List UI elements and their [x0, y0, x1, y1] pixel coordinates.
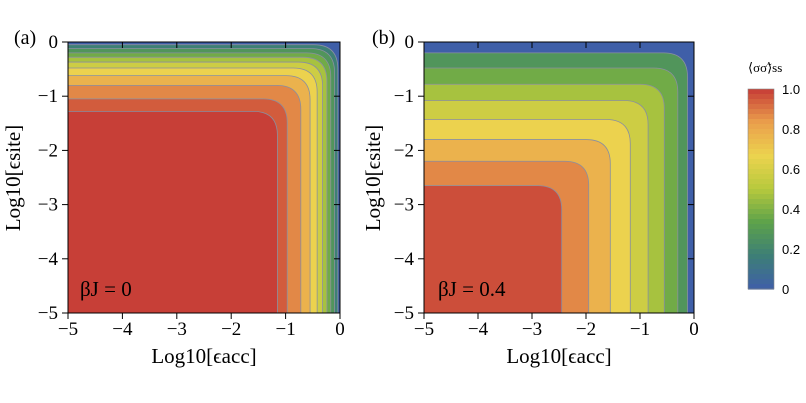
y-tick-label-a-0: 0 — [49, 32, 59, 53]
colorbar-frame — [747, 88, 775, 290]
y-tick-label-a-3: −3 — [38, 195, 58, 216]
colorbar-band-35 — [748, 264, 774, 270]
panel-a-frame — [67, 41, 341, 314]
colorbar-band-31 — [748, 244, 774, 250]
x-tick-label-a-5: 0 — [335, 319, 345, 340]
colorbar-band-39 — [748, 284, 774, 290]
colorbar-band-25 — [748, 214, 774, 220]
panel-b-x-label: Log10[ϵacc] — [506, 344, 611, 368]
colorbar-band-12 — [748, 149, 774, 155]
panel-a-y-label: Log10[ϵsite] — [1, 125, 25, 231]
y-tick-label-a-1: −1 — [38, 86, 58, 107]
colorbar-band-21 — [748, 194, 774, 200]
panel-b-annotation: βJ = 0.4 — [438, 277, 506, 301]
colorbar-band-8 — [748, 129, 774, 135]
colorbar-band-6 — [748, 119, 774, 125]
y-tick-label-a-2: −2 — [38, 140, 58, 161]
x-tick-label-b-2: −3 — [522, 319, 542, 340]
y-tick-label-b-3: −3 — [394, 195, 414, 216]
y-tick-label-a-4: −4 — [38, 249, 59, 270]
y-tick-label-b-2: −2 — [394, 140, 414, 161]
panel-b-y-label: Log10[ϵsite] — [361, 125, 385, 231]
panel-a-contours — [68, 44, 339, 313]
colorbar-band-16 — [748, 169, 774, 175]
panel-a-x-axis: −5 −4 −3 −2 −1 0 — [58, 42, 345, 340]
colorbar-band-34 — [748, 259, 774, 265]
colorbar-band-28 — [748, 229, 774, 235]
colorbar-bands — [748, 89, 774, 290]
colorbar-tick-label-5: 0 — [782, 282, 789, 297]
x-tick-label-a-0: −5 — [58, 319, 78, 340]
colorbar-band-2 — [748, 99, 774, 105]
colorbar-tick-label-0: 1.0 — [782, 82, 800, 97]
colorbar-band-15 — [748, 164, 774, 170]
colorbar-band-29 — [748, 234, 774, 240]
x-tick-label-b-1: −4 — [468, 319, 489, 340]
colorbar-band-14 — [748, 159, 774, 165]
y-tick-label-a-5: −5 — [38, 303, 58, 324]
x-tick-label-a-3: −2 — [221, 319, 241, 340]
colorbar-tick-label-2: 0.6 — [782, 162, 800, 177]
colorbar-band-33 — [748, 254, 774, 260]
y-tick-label-b-0: 0 — [405, 32, 415, 53]
colorbar-band-13 — [748, 154, 774, 160]
panel-a-y-axis: 0 −1 −2 −3 −4 −5 — [38, 32, 340, 324]
colorbar-band-7 — [748, 124, 774, 130]
panel-a: (a) −5 −4 −3 −2 −1 0 0 −1 −2 −3 −4 −5 βJ = 0 Log10… — [1, 27, 345, 368]
x-tick-label-b-5: 0 — [689, 319, 699, 340]
colorbar-band-10 — [748, 139, 774, 145]
contour-region-b-7 — [424, 185, 563, 313]
colorbar-tick-label-1: 0.8 — [782, 122, 800, 137]
colorbar-tick-label-3: 0.4 — [782, 202, 800, 217]
colorbar-band-30 — [748, 239, 774, 245]
colorbar: ⟨σσ̃⟩ss 1.0 0.8 0.6 0.4 0.2 0 — [747, 60, 800, 297]
panel-b-contours — [424, 52, 688, 313]
colorbar-band-0 — [748, 89, 774, 95]
colorbar-band-19 — [748, 184, 774, 190]
colorbar-band-36 — [748, 269, 774, 275]
colorbar-band-18 — [748, 179, 774, 185]
colorbar-band-4 — [748, 109, 774, 115]
x-tick-label-b-3: −2 — [576, 319, 596, 340]
y-tick-label-b-1: −1 — [394, 86, 414, 107]
colorbar-band-17 — [748, 174, 774, 180]
panel-a-x-label: Log10[ϵacc] — [151, 344, 256, 368]
contour-region-a-9 — [68, 110, 278, 313]
colorbar-band-3 — [748, 104, 774, 110]
colorbar-band-24 — [748, 209, 774, 215]
colorbar-band-11 — [748, 144, 774, 150]
panel-b-label: (b) — [372, 27, 395, 49]
colorbar-title: ⟨σσ̃⟩ss — [748, 60, 782, 75]
colorbar-ticks: 1.0 0.8 0.6 0.4 0.2 0 — [782, 82, 800, 297]
colorbar-band-5 — [748, 114, 774, 120]
panel-b-y-axis: 0 −1 −2 −3 −4 −5 — [394, 32, 694, 324]
colorbar-band-27 — [748, 224, 774, 230]
y-tick-label-b-5: −5 — [394, 303, 414, 324]
colorbar-band-1 — [748, 94, 774, 100]
x-tick-label-a-1: −4 — [112, 319, 133, 340]
colorbar-band-23 — [748, 204, 774, 210]
panel-b-x-axis: −5 −4 −3 −2 −1 0 — [414, 42, 699, 340]
colorbar-band-37 — [748, 274, 774, 280]
colorbar-band-38 — [748, 279, 774, 285]
panel-b: (b) −5 −4 −3 −2 −1 0 0 −1 −2 −3 −4 −5 βJ = 0.4 Log… — [361, 27, 699, 368]
colorbar-band-26 — [748, 219, 774, 225]
colorbar-band-22 — [748, 199, 774, 205]
colorbar-band-9 — [748, 134, 774, 140]
colorbar-band-20 — [748, 189, 774, 195]
colorbar-band-32 — [748, 249, 774, 255]
x-tick-label-a-2: −3 — [167, 319, 187, 340]
y-tick-label-b-4: −4 — [394, 249, 415, 270]
x-tick-label-b-0: −5 — [414, 319, 434, 340]
x-tick-label-b-4: −1 — [630, 319, 650, 340]
colorbar-tick-label-4: 0.2 — [782, 242, 800, 257]
panel-a-label: (a) — [14, 27, 36, 49]
x-tick-label-a-4: −1 — [275, 319, 295, 340]
panel-a-annotation: βJ = 0 — [80, 277, 132, 301]
panel-b-frame — [423, 41, 695, 314]
